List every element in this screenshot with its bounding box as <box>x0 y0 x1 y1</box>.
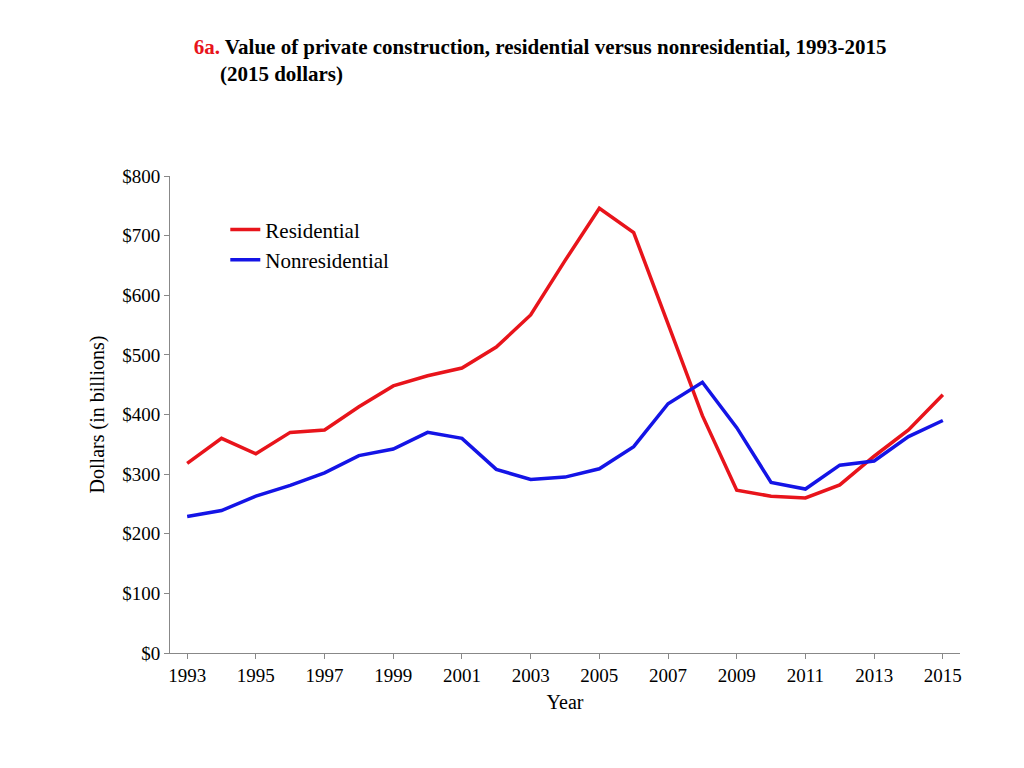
svg-text:2013: 2013 <box>855 665 893 686</box>
svg-text:6a. Value of private construct: 6a. Value of private construction, resid… <box>194 35 887 86</box>
svg-text:2015: 2015 <box>924 665 962 686</box>
svg-text:$0: $0 <box>141 643 160 664</box>
svg-text:$300: $300 <box>122 464 160 485</box>
svg-text:$100: $100 <box>122 583 160 604</box>
svg-text:2001: 2001 <box>443 665 481 686</box>
svg-text:$400: $400 <box>122 404 160 425</box>
svg-text:Residential: Residential <box>265 219 360 243</box>
svg-text:Year: Year <box>547 691 584 713</box>
svg-text:$200: $200 <box>122 523 160 544</box>
svg-text:Dollars (in billions): Dollars (in billions) <box>86 336 109 494</box>
svg-text:1993: 1993 <box>168 665 206 686</box>
svg-text:$700: $700 <box>122 225 160 246</box>
svg-text:2003: 2003 <box>512 665 550 686</box>
svg-text:$800: $800 <box>122 166 160 187</box>
svg-text:$500: $500 <box>122 345 160 366</box>
svg-text:$600: $600 <box>122 285 160 306</box>
svg-text:2009: 2009 <box>718 665 756 686</box>
svg-text:1995: 1995 <box>237 665 275 686</box>
svg-text:2005: 2005 <box>580 665 618 686</box>
svg-text:Nonresidential: Nonresidential <box>265 249 389 273</box>
svg-text:2007: 2007 <box>649 665 687 686</box>
svg-text:2011: 2011 <box>787 665 824 686</box>
svg-text:1997: 1997 <box>306 665 344 686</box>
svg-text:1999: 1999 <box>374 665 412 686</box>
